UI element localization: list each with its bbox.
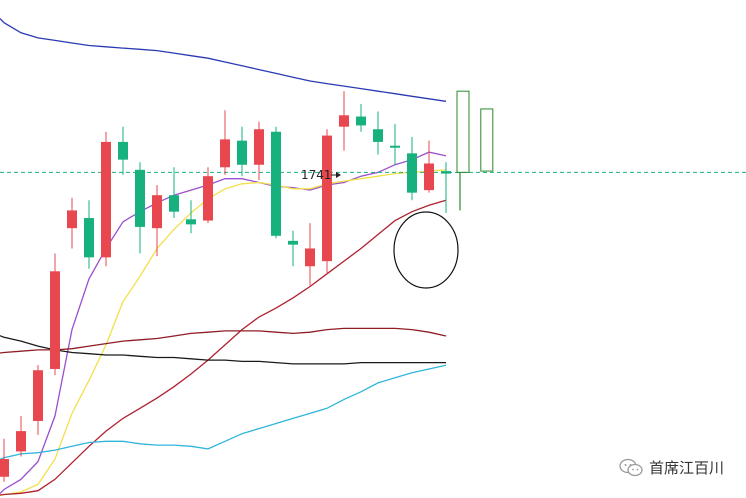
- candle-body: [424, 163, 434, 191]
- ma-line-6: [0, 327, 447, 354]
- price-annotation: 1741: [301, 168, 341, 182]
- candle: [322, 129, 332, 274]
- candle: [84, 200, 94, 269]
- candle-body: [118, 141, 128, 160]
- candle-body: [322, 135, 332, 262]
- candle: [33, 365, 43, 435]
- candle: [118, 126, 128, 175]
- candle-body: [169, 195, 179, 212]
- candle-body: [16, 431, 26, 452]
- candle-body: [101, 141, 111, 258]
- candle-body: [0, 459, 9, 477]
- candle-body: [220, 139, 230, 168]
- price-annotation-label: 1741: [301, 168, 332, 182]
- candle-body: [33, 370, 43, 421]
- candle-body: [356, 116, 366, 126]
- candle-body: [135, 169, 145, 227]
- candle: [203, 167, 213, 224]
- candle: [16, 415, 26, 457]
- candle-body: [67, 210, 77, 229]
- ma-line-5: [0, 364, 447, 460]
- moving-average-lines: [0, 18, 447, 497]
- candle-body: [288, 240, 298, 245]
- projection-box: [456, 90, 470, 173]
- candle: [152, 185, 162, 257]
- candle: [288, 230, 298, 267]
- candle: [407, 136, 417, 201]
- watermark: 首席江百川: [619, 457, 724, 478]
- ma-line-1: [0, 18, 447, 102]
- candle-body: [441, 171, 451, 174]
- candle: [50, 253, 60, 376]
- candle: [186, 200, 196, 234]
- candle-body: [339, 115, 349, 127]
- candles-group: [0, 91, 451, 482]
- candle: [135, 162, 145, 254]
- candle-body: [390, 145, 400, 148]
- candle-body: [203, 176, 213, 221]
- projection-group: [456, 90, 494, 211]
- candle: [339, 91, 349, 151]
- candle: [390, 124, 400, 165]
- watermark-text: 首席江百川: [648, 459, 724, 477]
- highlight-circle: [393, 211, 459, 289]
- candle: [356, 103, 366, 132]
- candle-body: [237, 140, 247, 165]
- candle: [220, 110, 230, 175]
- candle-body: [152, 195, 162, 229]
- ma-line-4: [0, 199, 447, 496]
- candle: [373, 111, 383, 155]
- candle: [0, 438, 9, 482]
- candle: [169, 167, 179, 219]
- candle-body: [271, 131, 281, 236]
- candle: [67, 197, 77, 249]
- candle-body: [186, 219, 196, 225]
- ma-line-2: [0, 151, 447, 494]
- candle: [237, 126, 247, 177]
- wechat-icon: [619, 458, 643, 476]
- ma-line-7: [0, 335, 446, 365]
- candle: [441, 162, 451, 213]
- candle: [101, 131, 111, 267]
- candle: [254, 121, 264, 180]
- candle-body: [254, 129, 264, 165]
- candle: [271, 126, 281, 239]
- candle-body: [84, 218, 94, 258]
- candle-body: [373, 129, 383, 142]
- price-annotation-arrow-head: [336, 172, 341, 178]
- candle-body: [50, 271, 60, 369]
- candle-body: [407, 153, 417, 193]
- candle: [424, 140, 434, 193]
- candle: [305, 223, 315, 286]
- candle-body: [305, 248, 315, 267]
- ma-line-3: [0, 169, 447, 497]
- projection-box: [480, 108, 494, 172]
